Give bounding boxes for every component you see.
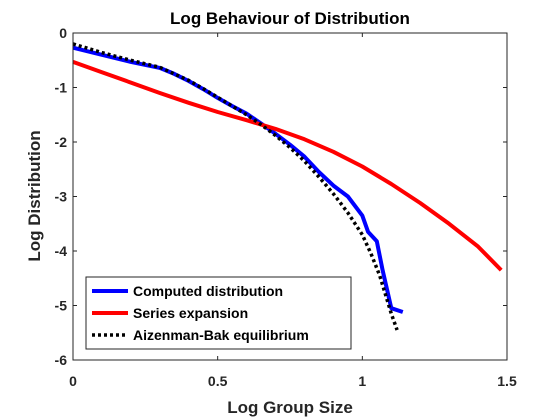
tick-layer: 0 0.5 1 1.5 0 -1 -2 -3 -4 -5 -6: [55, 25, 517, 389]
y-tick-label: 0: [59, 25, 67, 41]
legend-label: Computed distribution: [133, 283, 283, 299]
y-tick-label: -5: [55, 298, 68, 314]
x-tick-label: 0.5: [208, 373, 228, 389]
y-tick-label: -3: [55, 189, 68, 205]
legend-label: Aizenman-Bak equilibrium: [133, 327, 309, 343]
x-tick-label: 1: [358, 373, 366, 389]
legend-label: Series expansion: [133, 305, 248, 321]
y-axis-label: Log Distribution: [25, 130, 44, 261]
x-tick-label: 0: [69, 373, 77, 389]
x-tick-label: 1.5: [497, 373, 517, 389]
series-layer: [72, 42, 503, 331]
chart-title: Log Behaviour of Distribution: [170, 9, 410, 28]
y-tick-label: -6: [55, 352, 68, 368]
legend: Computed distribution Series expansion Aiz…: [85, 276, 352, 350]
legend-box: [85, 276, 352, 350]
y-tick-label: -4: [55, 243, 68, 259]
series-line-series-expansion: [72, 60, 503, 272]
y-tick-label: -2: [55, 134, 68, 150]
series-line-aizenman-bak-equilibrium: [72, 42, 399, 331]
y-tick-label: -1: [55, 80, 68, 96]
x-axis-label: Log Group Size: [227, 398, 353, 417]
